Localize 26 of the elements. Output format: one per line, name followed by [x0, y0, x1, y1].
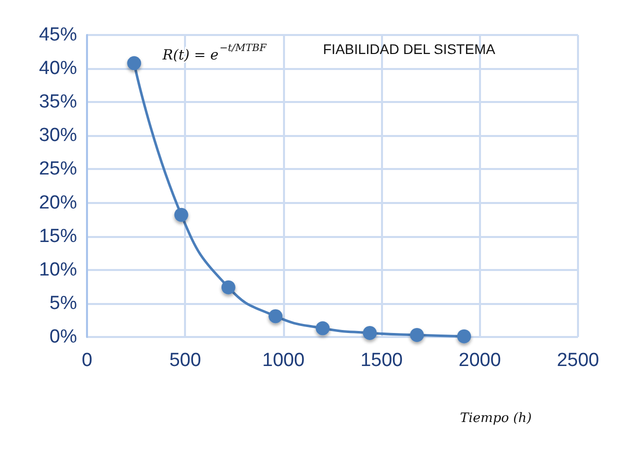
- y-tick-label: 40%: [38, 58, 78, 80]
- x-tick-label: 2000: [458, 350, 501, 371]
- point: [316, 321, 330, 336]
- y-tick-label: 15%: [38, 226, 78, 247]
- y-tick-label: 20%: [38, 192, 78, 214]
- x-tick-label: 1000: [262, 350, 305, 371]
- point: [221, 280, 236, 294]
- point: [410, 328, 424, 342]
- point: [362, 326, 377, 340]
- y-tick-label: 5%: [50, 292, 78, 314]
- y-tick-label: 25%: [38, 158, 78, 180]
- x-tick-label: 1500: [360, 350, 403, 371]
- point: [457, 329, 472, 344]
- y-tick-label: 10%: [38, 259, 78, 280]
- y-tick-label: 30%: [38, 125, 78, 146]
- y-tick-label: 0%: [50, 326, 78, 348]
- x-tick-label: 2500: [556, 350, 600, 371]
- x-axis-title: Tiempo (h): [460, 411, 532, 426]
- point: [268, 309, 283, 324]
- x-tick-label: 500: [169, 350, 202, 371]
- y-tick-label: 35%: [38, 92, 78, 113]
- point: [174, 208, 188, 222]
- x-tick-label: 0: [82, 350, 92, 371]
- chart-title: FIABILIDAD DEL SISTEMA: [323, 41, 496, 57]
- point: [127, 56, 142, 70]
- y-tick-label: 45%: [38, 24, 78, 46]
